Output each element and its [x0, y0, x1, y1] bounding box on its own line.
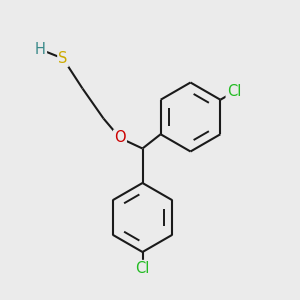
Text: Cl: Cl	[135, 261, 150, 276]
Text: H: H	[35, 42, 46, 57]
Text: O: O	[114, 130, 126, 146]
Text: S: S	[58, 51, 68, 66]
Text: Cl: Cl	[227, 85, 241, 100]
